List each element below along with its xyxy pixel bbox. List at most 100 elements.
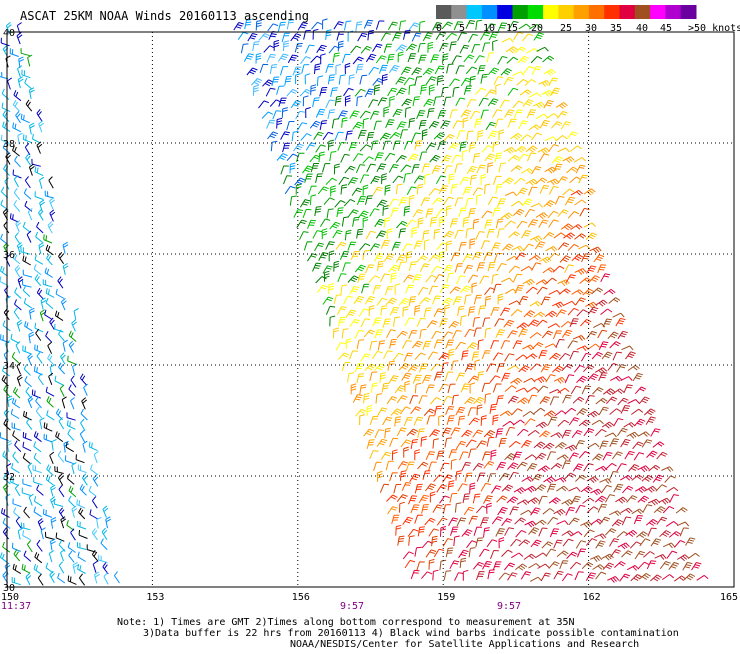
wind-barb: [480, 482, 491, 492]
wind-barb: [23, 188, 32, 200]
wind-barb: [395, 87, 407, 96]
wind-barb: [466, 342, 478, 350]
wind-barb: [45, 297, 54, 309]
wind-barb: [696, 574, 709, 581]
wind-barb: [465, 198, 474, 208]
wind-barb: [592, 564, 605, 570]
wind-barb: [414, 352, 426, 360]
wind-barb: [2, 365, 11, 377]
wind-barb: [429, 491, 436, 503]
wind-barb: [354, 363, 364, 373]
wind-barb: [578, 419, 591, 427]
wind-barb: [537, 563, 550, 569]
wind-barb: [461, 350, 469, 361]
wind-barb: [363, 19, 374, 29]
wind-barb: [294, 177, 306, 186]
wind-barb: [447, 480, 455, 491]
wind-barb: [516, 499, 530, 505]
wind-barb: [587, 442, 600, 449]
wind-barb: [450, 458, 457, 470]
wind-barb: [482, 317, 491, 328]
wind-barb: [598, 406, 609, 416]
wind-barb: [32, 133, 41, 144]
wind-barb: [420, 84, 428, 95]
wind-barb: [34, 344, 44, 354]
wind-barb: [467, 407, 477, 417]
wind-barb: [364, 296, 376, 305]
wind-barb: [430, 54, 440, 64]
wind-barb: [522, 99, 534, 107]
wind-barb: [412, 96, 420, 107]
wind-barb: [44, 267, 53, 278]
wind-barb: [650, 574, 662, 582]
wind-barb: [352, 394, 363, 403]
wind-barb: [468, 208, 476, 218]
wind-barb: [237, 31, 249, 40]
wind-barb: [76, 499, 86, 509]
wind-barb: [634, 550, 646, 560]
wind-barb: [531, 166, 542, 175]
wind-barb: [400, 439, 412, 448]
wind-barb: [612, 351, 622, 361]
wind-barb: [586, 265, 597, 274]
wind-barb: [301, 64, 310, 74]
wind-barb: [442, 331, 453, 340]
wind-barb: [312, 28, 319, 40]
wind-barb: [24, 143, 31, 156]
wind-barb: [448, 517, 459, 526]
wind-barb: [330, 185, 336, 197]
wind-barb: [517, 428, 529, 437]
wind-barb: [472, 251, 483, 261]
wind-barb: [575, 504, 586, 514]
wind-barb: [576, 375, 588, 383]
wind-barb: [588, 275, 600, 283]
wind-barb: [562, 156, 575, 164]
wind-barb: [638, 572, 651, 580]
wind-barb: [380, 273, 390, 283]
wind-barb: [461, 149, 468, 161]
wind-barb: [604, 528, 617, 536]
wind-barb: [569, 350, 579, 360]
wind-barb: [494, 152, 503, 163]
wind-barb: [538, 350, 548, 359]
wind-barb: [553, 508, 566, 516]
wind-barb: [15, 220, 22, 233]
wind-barb: [666, 486, 679, 493]
wind-barb: [526, 152, 537, 162]
wind-barb: [82, 440, 88, 453]
wind-barb: [512, 451, 522, 461]
wind-barb: [449, 560, 460, 570]
wind-barb: [35, 328, 42, 341]
wind-barb: [316, 44, 327, 53]
wind-barb: [278, 97, 287, 107]
wind-barb: [548, 289, 561, 295]
wind-barb: [331, 118, 340, 129]
wind-barb: [462, 493, 470, 504]
wind-barb: [574, 440, 585, 449]
wind-barb: [466, 165, 478, 175]
wind-barb: [609, 408, 622, 415]
wind-barb: [322, 296, 334, 305]
wind-barb: [420, 436, 427, 447]
wind-barb: [526, 109, 537, 119]
wind-barb: [326, 208, 334, 219]
wind-barb: [329, 151, 337, 162]
wind-barb: [443, 133, 455, 142]
wind-barb: [495, 329, 505, 338]
wind-barb: [579, 207, 590, 217]
wind-barb: [659, 530, 671, 538]
wind-barb: [541, 541, 554, 549]
wind-barb: [459, 557, 467, 569]
wind-barb: [410, 504, 420, 514]
wind-barb: [307, 219, 317, 229]
wind-barb: [35, 406, 43, 419]
wind-barb: [445, 240, 453, 252]
wind-barb: [369, 450, 379, 460]
wind-barb: [386, 228, 393, 240]
wind-barb: [520, 439, 532, 448]
wind-barb: [362, 184, 369, 196]
wind-barb: [481, 350, 491, 360]
wind-barb: [39, 176, 45, 189]
note-line-1: Note: 1) Times are GMT 2)Times along bot…: [117, 617, 575, 628]
wind-barb: [281, 107, 288, 118]
